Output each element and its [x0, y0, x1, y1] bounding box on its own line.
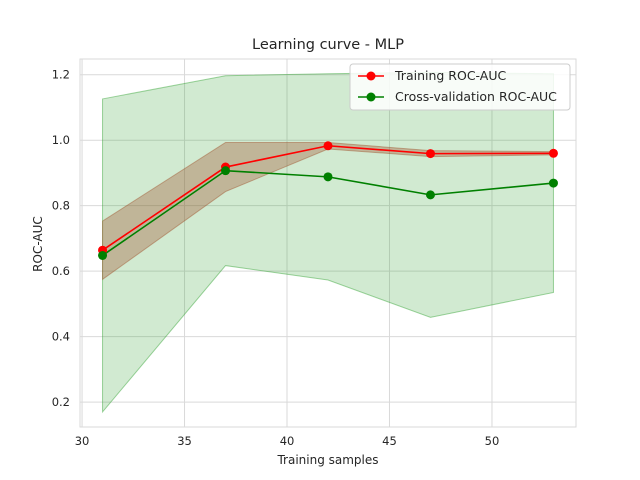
legend-cv-label: Cross-validation ROC-AUC — [395, 89, 557, 104]
y-tick-label: 0.8 — [52, 199, 70, 213]
training-point — [548, 148, 558, 158]
plot-area — [80, 59, 576, 427]
legend: Training ROC-AUC Cross-validation ROC-AUC — [349, 63, 571, 111]
x-tick-labels: 30 35 40 45 50 — [75, 434, 500, 448]
x-tick-label: 30 — [75, 434, 90, 448]
y-tick-labels: 0.2 0.4 0.6 0.8 1.0 1.2 — [52, 68, 70, 409]
x-axis-label: Training samples — [276, 453, 378, 467]
y-axis-label: ROC-AUC — [31, 216, 45, 272]
x-tick-label: 40 — [280, 434, 295, 448]
cv-point — [425, 190, 435, 200]
legend-training-marker — [366, 71, 376, 81]
x-tick-label: 45 — [382, 434, 397, 448]
cv-point — [98, 250, 108, 260]
legend-box — [349, 63, 571, 111]
cv-point — [323, 172, 333, 182]
x-tick-label: 50 — [485, 434, 500, 448]
plot-frame — [79, 58, 577, 428]
y-tick-label: 0.2 — [52, 395, 70, 409]
x-tick-label: 35 — [177, 434, 192, 448]
series-markers — [98, 141, 558, 260]
legend-cv-marker — [366, 92, 376, 102]
cv-point — [221, 166, 231, 176]
cv-std-band — [102, 71, 554, 414]
training-point — [323, 141, 333, 151]
y-tick-label: 1.0 — [52, 133, 70, 147]
y-tick-label: 1.2 — [52, 68, 70, 82]
y-tick-label: 0.4 — [52, 330, 70, 344]
y-tick-label: 0.6 — [52, 264, 70, 278]
chart-title: Learning curve - MLP — [252, 37, 404, 53]
training-point — [425, 149, 435, 159]
legend-training-label: Training ROC-AUC — [394, 68, 506, 83]
grid-lines — [80, 59, 576, 427]
cv-point — [548, 178, 558, 188]
